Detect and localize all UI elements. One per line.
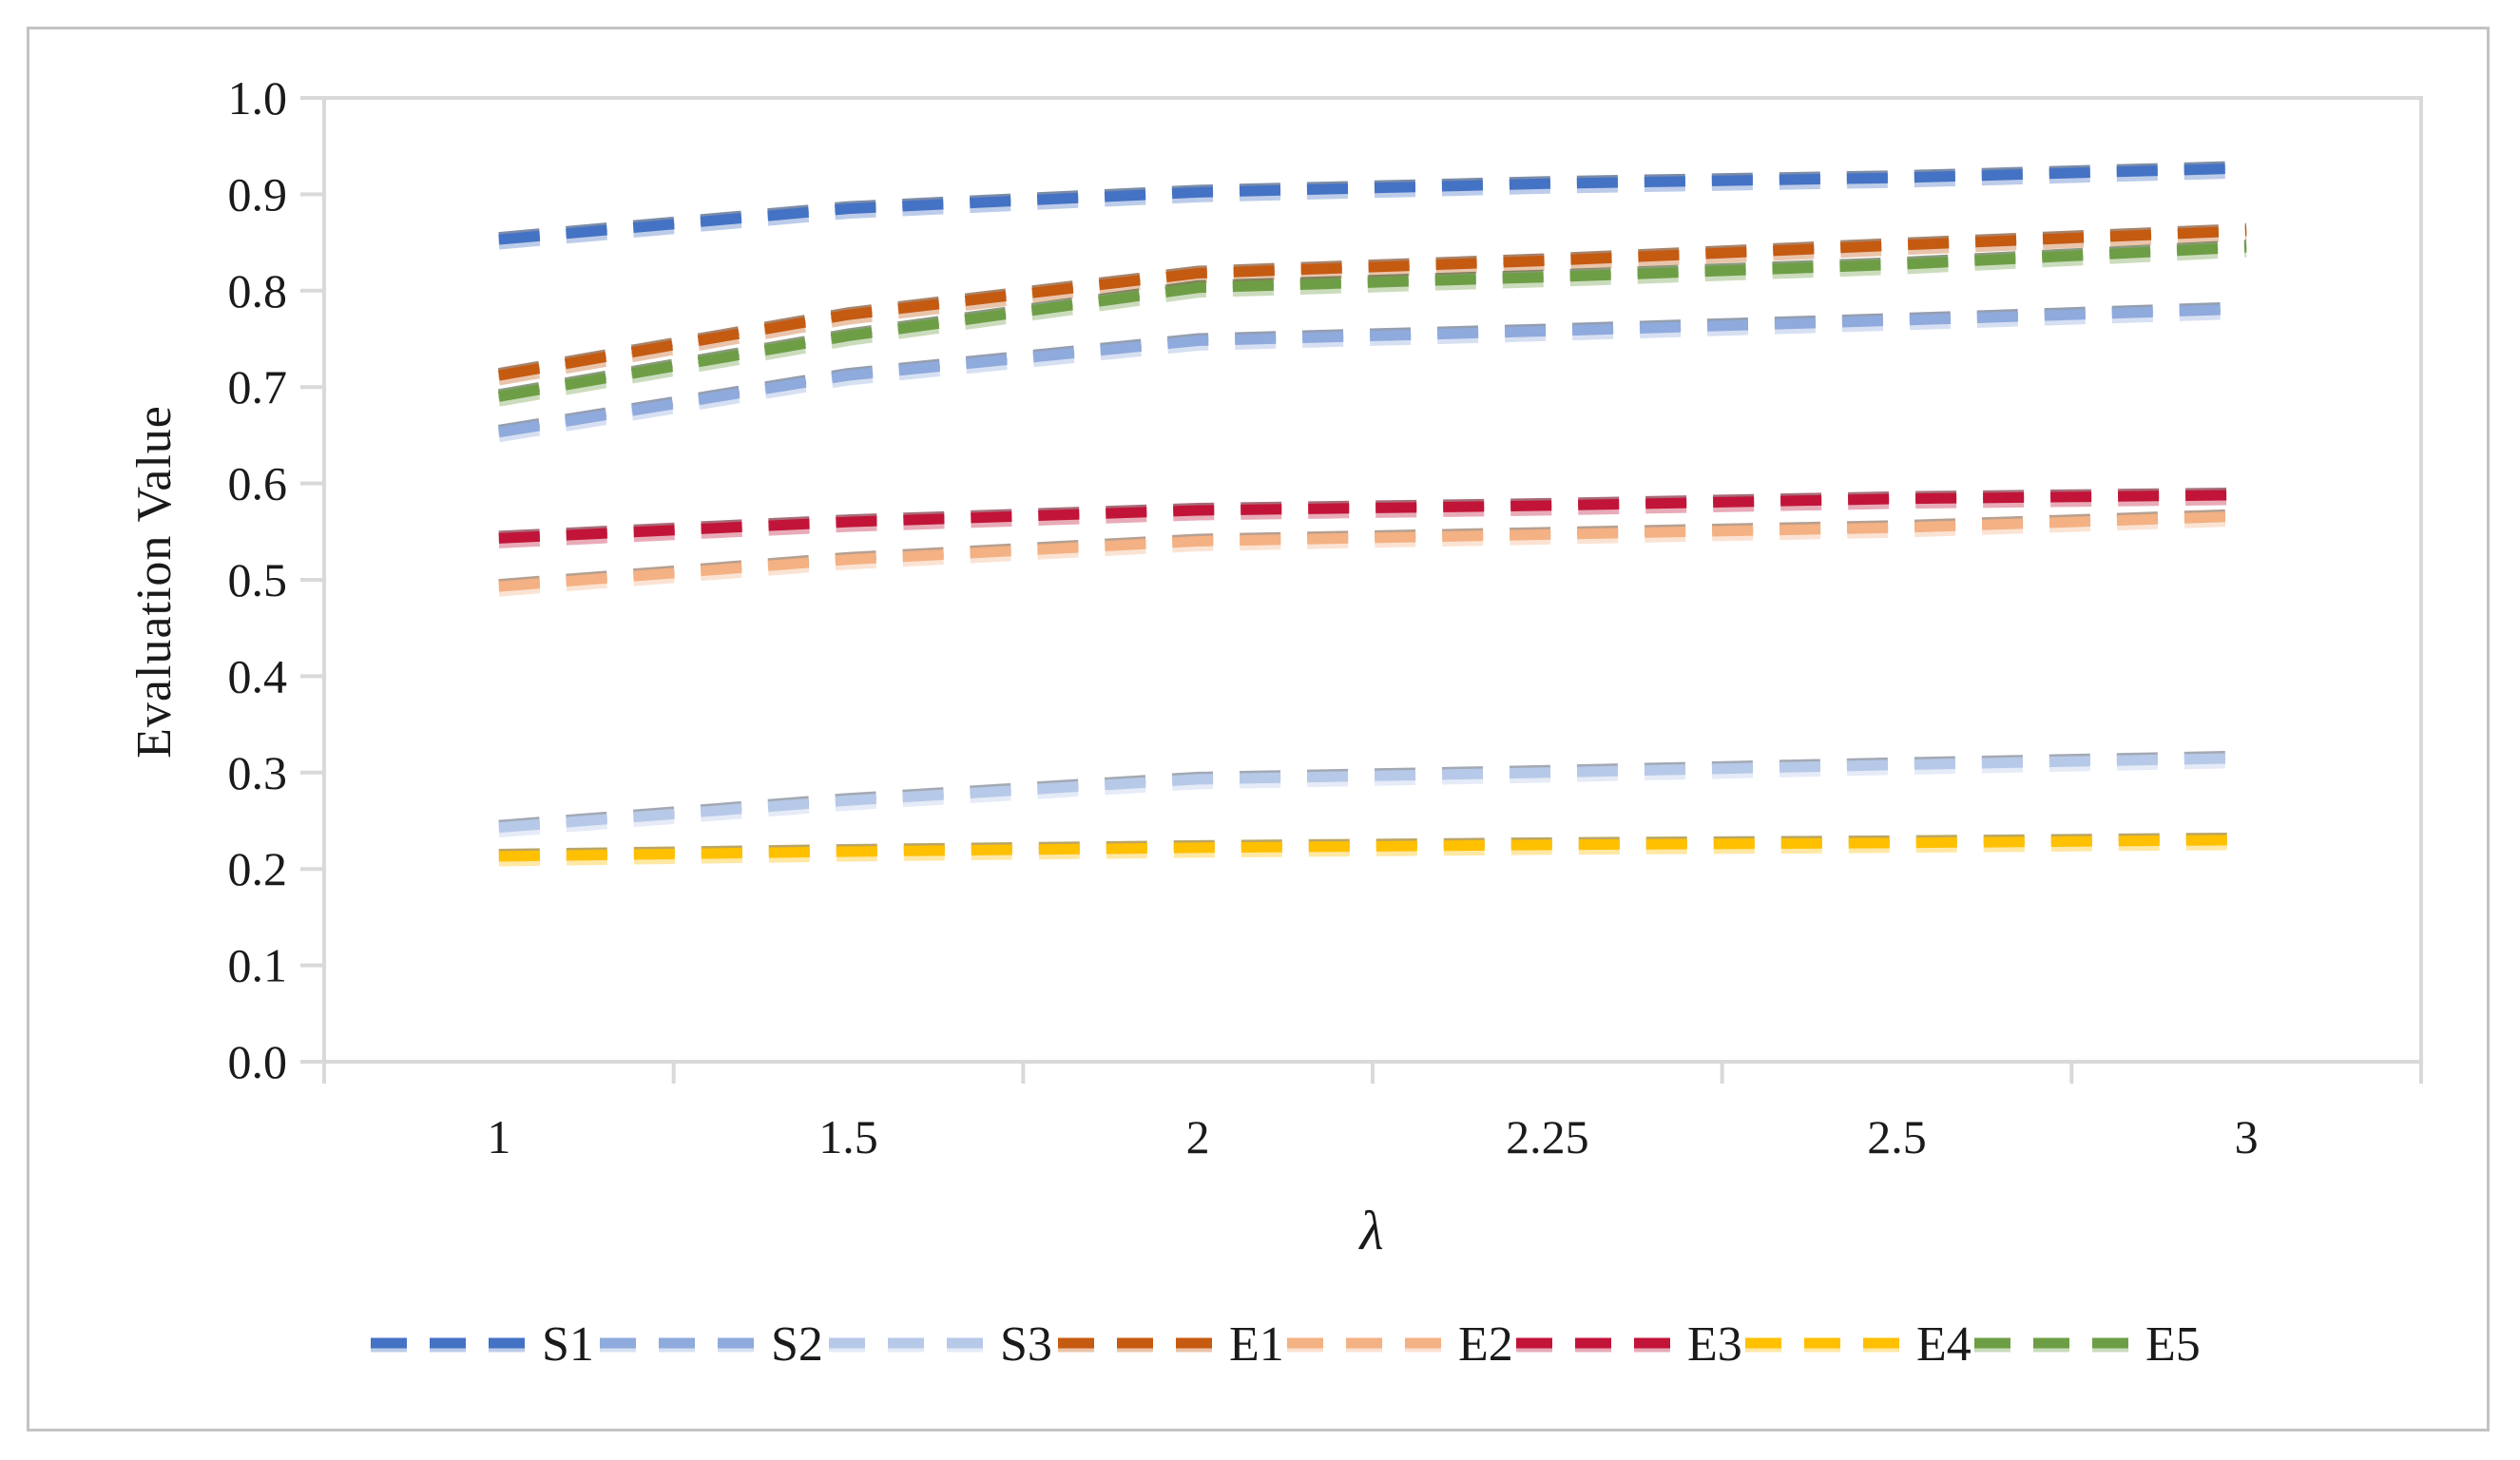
- legend-item-S1: S1: [371, 1317, 594, 1372]
- series-dash-line: [497, 225, 2247, 381]
- series-halo: [498, 515, 2247, 597]
- legend-item-E3: E3: [1516, 1317, 1742, 1372]
- series-dash-line: [498, 753, 2247, 834]
- x-tick-label: 2.5: [1867, 1110, 1927, 1163]
- legend-item-E4: E4: [1745, 1317, 1972, 1372]
- series-dash-line: [497, 303, 2247, 438]
- legend-label: E2: [1458, 1317, 1513, 1372]
- series-line-E2: [498, 509, 2247, 597]
- legend-item-E2: E2: [1287, 1317, 1513, 1372]
- series-line-E3: [498, 487, 2247, 548]
- x-tick-label: 1: [487, 1110, 510, 1163]
- y-axis-title: Evaluation Value: [127, 405, 182, 759]
- x-tick-label: 1.5: [818, 1110, 878, 1163]
- legend-item-S3: S3: [829, 1317, 1052, 1372]
- series-dash-line: [497, 241, 2247, 402]
- legend-label: E4: [1916, 1317, 1972, 1372]
- series-halo: [498, 167, 2247, 250]
- series-line-E4: [498, 832, 2247, 867]
- series-dash-line: [498, 490, 2247, 544]
- y-tick-label: 0.0: [228, 1035, 288, 1088]
- y-tick-label: 0.4: [228, 649, 288, 702]
- series-line-S2: [497, 301, 2247, 443]
- legend-item-S2: S2: [600, 1317, 823, 1372]
- y-tick-label: 0.3: [228, 746, 288, 799]
- y-tick-label: 0.5: [228, 553, 288, 606]
- series-line-S1: [498, 161, 2247, 250]
- series-line-E5: [497, 240, 2247, 407]
- y-tick-label: 1.0: [228, 71, 288, 125]
- legend-label: S1: [542, 1317, 594, 1372]
- series-dash-line: [498, 835, 2247, 862]
- y-tick-label: 0.7: [228, 360, 288, 413]
- x-tick-label: 2.25: [1506, 1110, 1589, 1163]
- y-tick-label: 0.2: [228, 842, 288, 895]
- legend-label: S2: [771, 1317, 823, 1372]
- y-tick-label: 0.9: [228, 167, 288, 221]
- legend-label: E3: [1687, 1317, 1742, 1372]
- legend-label: S3: [1000, 1317, 1052, 1372]
- series-halo: [498, 758, 2247, 838]
- series-dash-line: [498, 510, 2247, 592]
- legend-label: E5: [2145, 1317, 2201, 1372]
- legend-item-E1: E1: [1058, 1317, 1284, 1372]
- legend-item-E5: E5: [1974, 1317, 2201, 1372]
- x-axis: 1 1.5 2 2.25 2.5 3: [322, 1062, 2423, 1163]
- series-lines: [497, 161, 2247, 867]
- legend-label: E1: [1229, 1317, 1284, 1372]
- x-axis-title: λ: [1359, 1200, 1384, 1261]
- x-tick-label: 2: [1186, 1110, 1210, 1163]
- x-tick-label: 3: [2235, 1110, 2259, 1163]
- legend: S1 S2 S3 E1 E2 E3 E4 E5: [371, 1317, 2201, 1372]
- y-tick-label: 0.6: [228, 457, 288, 510]
- series-line-S3: [498, 750, 2247, 838]
- series-dash-line: [498, 163, 2247, 245]
- y-tick-label: 0.8: [228, 264, 288, 317]
- y-axis: 0.0 0.1 0.2 0.3 0.4 0.5 0.6 0.7 0.8 0.9 1.0: [228, 71, 324, 1088]
- series-line-E1: [497, 222, 2247, 386]
- y-tick-label: 0.1: [228, 939, 288, 992]
